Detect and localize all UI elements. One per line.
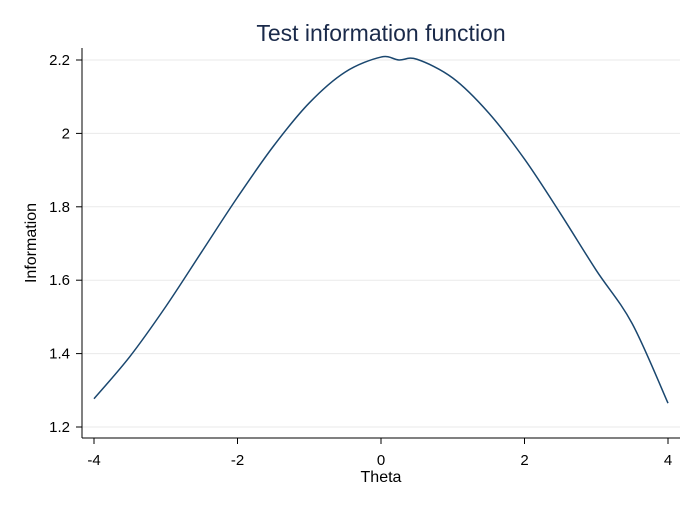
y-tick-label: 1.4 <box>49 346 70 363</box>
y-tick-label: 1.8 <box>49 199 70 216</box>
chart-title: Test information function <box>256 20 505 46</box>
gridlines <box>82 59 680 428</box>
y-axis-label: Information <box>23 203 40 283</box>
x-axis-ticks: -4 -2 0 2 4 <box>87 438 672 469</box>
y-tick-label: 2.2 <box>49 52 70 69</box>
x-tick-label: 4 <box>664 452 672 469</box>
y-axis-ticks: 1.2 1.4 1.6 1.8 2 2.2 <box>49 52 82 436</box>
x-tick-label: -4 <box>87 452 100 469</box>
x-tick-label: -2 <box>231 452 244 469</box>
x-axis-label: Theta <box>361 469 402 486</box>
y-tick-label: 1.2 <box>49 419 70 436</box>
information-curve <box>93 55 669 404</box>
y-tick-label: 1.6 <box>49 272 70 289</box>
x-tick-label: 0 <box>377 452 385 469</box>
y-tick-label: 2 <box>62 125 70 142</box>
x-tick-label: 2 <box>520 452 528 469</box>
